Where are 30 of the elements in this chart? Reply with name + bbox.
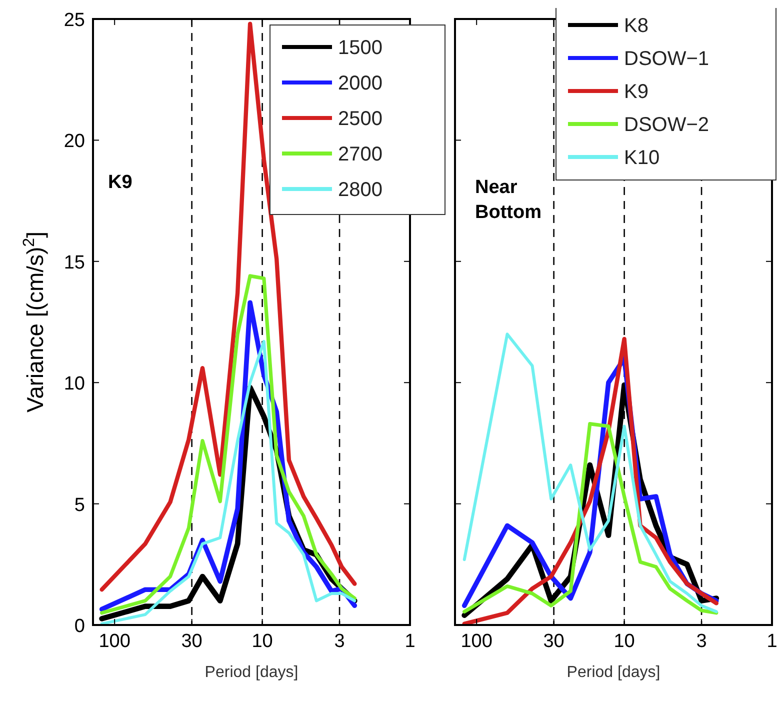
x-tick-label: 1 — [766, 631, 778, 652]
legend-label: 2700 — [338, 144, 382, 166]
legend-label: 2000 — [338, 72, 382, 94]
legend-label: 2500 — [338, 108, 382, 130]
legend-label: 1500 — [338, 37, 382, 59]
legend-label: DSOW−1 — [624, 48, 710, 70]
annotation: Near Bottom — [475, 177, 542, 223]
x-tick-label: 10 — [614, 631, 635, 652]
legend-label: 2800 — [338, 179, 382, 201]
x-tick-label: 100 — [460, 631, 492, 652]
legend-label: K8 — [624, 15, 648, 37]
x-tick-label: 3 — [334, 631, 345, 652]
x-axis-title: Period [days] — [566, 664, 660, 681]
y-tick-label: 20 — [64, 131, 85, 152]
x-axis-title: Period [days] — [204, 664, 298, 681]
x-tick-label: 10 — [252, 631, 273, 652]
y-tick-label: 15 — [64, 252, 85, 274]
y-tick-label: 25 — [64, 10, 85, 31]
y-tick-label: 10 — [64, 374, 85, 395]
x-tick-label: 30 — [543, 631, 564, 652]
legend-label: K9 — [624, 81, 648, 103]
x-tick-label: 3 — [696, 631, 707, 652]
x-tick-label: 1 — [404, 631, 416, 652]
y-tick-label: 5 — [74, 494, 85, 516]
x-tick-label: 30 — [181, 631, 202, 652]
legend-label: K10 — [624, 147, 660, 169]
y-tick-label: 0 — [74, 616, 85, 637]
legend-label: DSOW−2 — [624, 114, 710, 136]
annotation: K9 — [108, 172, 132, 193]
x-tick-label: 100 — [98, 631, 130, 652]
